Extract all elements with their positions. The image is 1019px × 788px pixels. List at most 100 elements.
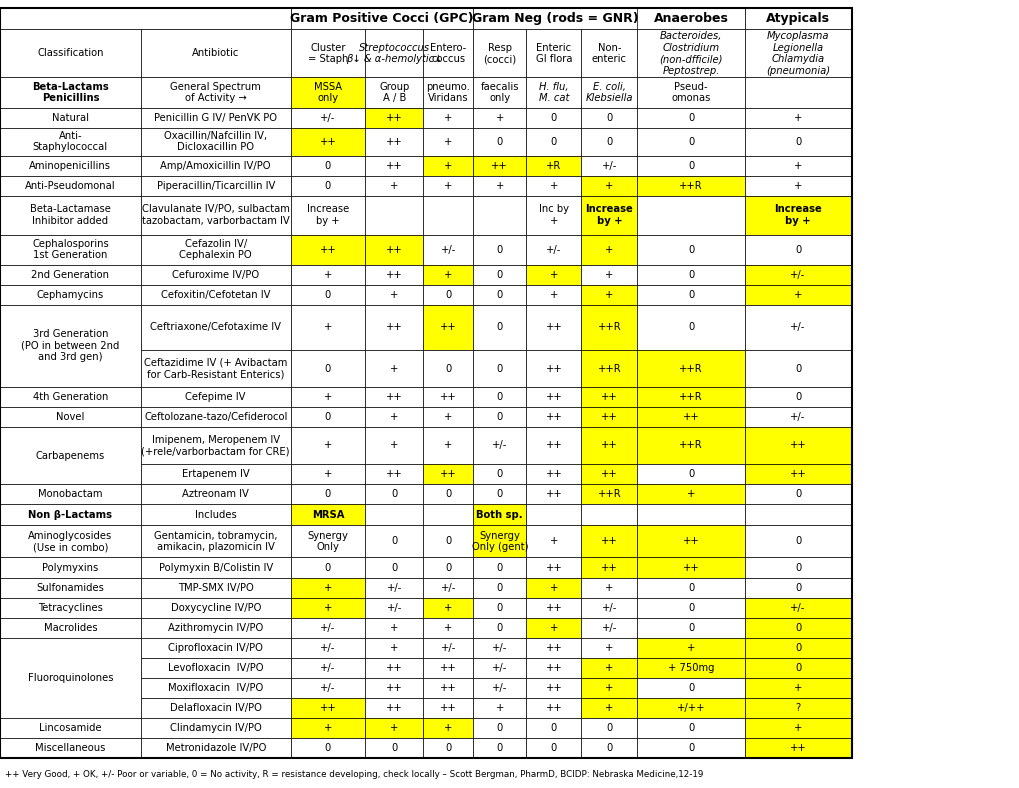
Bar <box>290 578 365 597</box>
Bar <box>290 128 365 156</box>
Text: Clindamycin IV/PO: Clindamycin IV/PO <box>170 723 261 733</box>
Bar <box>526 235 581 265</box>
Bar <box>581 176 637 195</box>
Bar <box>365 578 423 597</box>
Bar <box>581 738 637 758</box>
Bar <box>581 557 637 578</box>
Bar <box>423 504 473 526</box>
Text: E. coli,
Klebsiella: E. coli, Klebsiella <box>585 82 633 103</box>
Text: +: + <box>793 161 802 171</box>
Bar <box>0 156 141 176</box>
Bar <box>141 427 290 464</box>
Bar <box>0 427 141 484</box>
Text: 0: 0 <box>687 743 694 753</box>
Text: 0: 0 <box>550 136 556 147</box>
Text: ++R: ++R <box>679 392 702 402</box>
Bar <box>637 407 744 427</box>
Bar <box>744 698 851 718</box>
Text: +: + <box>389 180 398 191</box>
Bar <box>473 156 526 176</box>
Bar <box>581 597 637 618</box>
Bar <box>473 526 526 557</box>
Text: ++: ++ <box>789 743 806 753</box>
Text: 0: 0 <box>605 743 612 753</box>
Text: Anti-
Staphylococcal: Anti- Staphylococcal <box>33 131 108 152</box>
Bar <box>637 156 744 176</box>
Text: 0: 0 <box>687 723 694 733</box>
Bar <box>473 195 526 235</box>
Text: Synergy
Only: Synergy Only <box>307 530 348 552</box>
Bar <box>744 77 851 107</box>
Text: +: + <box>549 290 557 299</box>
Text: 0: 0 <box>390 563 397 573</box>
Bar <box>581 195 637 235</box>
Bar <box>744 658 851 678</box>
Text: 3rd Generation
(PO in between 2nd
and 3rd gen): 3rd Generation (PO in between 2nd and 3r… <box>21 329 119 362</box>
Text: Fluoroquinolones: Fluoroquinolones <box>28 673 113 683</box>
Bar <box>526 350 581 387</box>
Bar <box>637 107 744 128</box>
Bar <box>637 350 744 387</box>
Text: Gram Positive Cocci (GPC): Gram Positive Cocci (GPC) <box>290 12 473 25</box>
Bar <box>365 305 423 350</box>
Text: ++: ++ <box>439 469 457 479</box>
Bar <box>290 387 365 407</box>
Text: 0: 0 <box>324 180 331 191</box>
Bar <box>637 235 744 265</box>
Bar <box>473 718 526 738</box>
Bar <box>581 305 637 350</box>
Text: 0: 0 <box>550 723 556 733</box>
Text: 0: 0 <box>496 723 502 733</box>
Text: ++: ++ <box>385 469 403 479</box>
Text: Antibiotic: Antibiotic <box>192 48 239 58</box>
Text: +/-: +/- <box>601 603 616 612</box>
Text: 0: 0 <box>687 113 694 122</box>
Bar <box>290 284 365 305</box>
Text: ++: ++ <box>491 161 507 171</box>
Text: +: + <box>549 537 557 546</box>
Text: Aztreonam IV: Aztreonam IV <box>182 489 249 499</box>
Bar <box>581 350 637 387</box>
Bar <box>473 235 526 265</box>
Text: +: + <box>443 180 452 191</box>
Bar <box>526 265 581 284</box>
Bar <box>141 77 290 107</box>
Text: +: + <box>686 643 695 652</box>
Text: +/-: +/- <box>386 582 401 593</box>
Text: ++: ++ <box>545 683 561 693</box>
Bar <box>744 526 851 557</box>
Text: +: + <box>389 440 398 451</box>
Bar <box>290 658 365 678</box>
Bar <box>473 350 526 387</box>
Text: + 750mg: + 750mg <box>667 663 713 673</box>
Text: 0: 0 <box>794 663 801 673</box>
Text: +/-: +/- <box>440 582 455 593</box>
Text: 0: 0 <box>496 563 502 573</box>
Text: Carbapenems: Carbapenems <box>36 451 105 460</box>
Bar <box>473 107 526 128</box>
Bar <box>637 305 744 350</box>
Bar <box>290 464 365 484</box>
Text: +: + <box>389 412 398 422</box>
Bar <box>526 195 581 235</box>
Text: +/-: +/- <box>491 663 507 673</box>
Bar <box>581 718 637 738</box>
Text: Gentamicin, tobramycin,
amikacin, plazomicin IV: Gentamicin, tobramycin, amikacin, plazom… <box>154 530 277 552</box>
Text: 0: 0 <box>496 290 502 299</box>
Bar <box>637 526 744 557</box>
Bar <box>365 128 423 156</box>
Text: ++: ++ <box>682 412 699 422</box>
Bar <box>0 8 851 758</box>
Bar <box>526 618 581 637</box>
Bar <box>744 128 851 156</box>
Bar <box>581 427 637 464</box>
Bar <box>637 738 744 758</box>
Text: Cefoxitin/Cefotetan IV: Cefoxitin/Cefotetan IV <box>161 290 270 299</box>
Text: +: + <box>495 703 503 713</box>
Bar <box>141 484 290 504</box>
Text: 0: 0 <box>444 537 451 546</box>
Text: +/-: +/- <box>320 113 335 122</box>
Text: +: + <box>793 180 802 191</box>
Bar <box>581 284 637 305</box>
Text: Beta-Lactams
Penicillins: Beta-Lactams Penicillins <box>32 82 109 103</box>
